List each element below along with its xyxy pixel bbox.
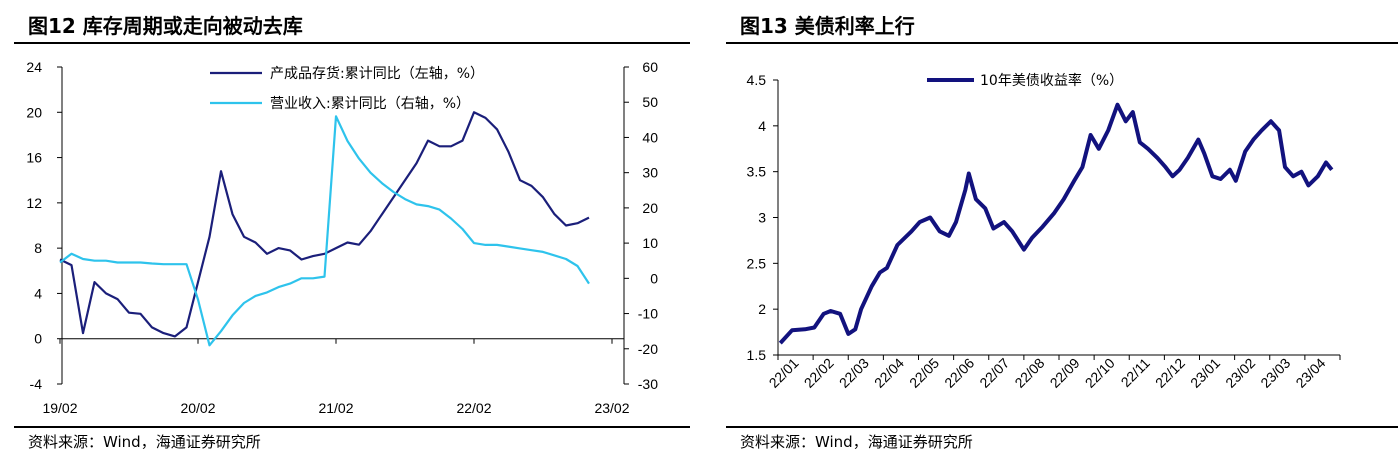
- right-y-tick-label: -20: [638, 341, 658, 357]
- y-tick-label: 4.5: [747, 72, 767, 88]
- x-tick-label: 22/02: [456, 400, 491, 416]
- right-chart-panel: 图13 美债利率上行 1.5 2 2.5 3 3.5 4 4.5 22/01 22/02 22/0…: [712, 0, 1398, 460]
- x-tick-label: 23/02: [1222, 355, 1258, 391]
- left-chart-panel: 图12 库存周期或走向被动去库 -4 0 4 8 12 16 20 24 -30 -20 -10 0 1…: [0, 0, 690, 460]
- left-title-rule: [14, 42, 690, 44]
- right-source-note: 资料来源：Wind，海通证券研究所: [740, 433, 973, 451]
- left-bottom-rule: [14, 426, 690, 428]
- x-tick-label: 22/07: [976, 355, 1012, 391]
- x-tick-label: 22/01: [766, 355, 802, 391]
- x-tick-label: 22/11: [1118, 355, 1154, 391]
- series-line-inventory: [59, 111, 590, 338]
- right-bottom-rule: [726, 426, 1398, 428]
- legend-label-inventory: 产成品存货:累计同比（左轴，%）: [270, 65, 484, 82]
- x-tick-label: 22/04: [871, 355, 907, 391]
- series-line-revenue: [59, 115, 590, 347]
- x-tick-label: 23/01: [1187, 355, 1223, 391]
- left-y-tick-label: 20: [26, 104, 42, 120]
- left-y-tick-label: 12: [26, 195, 42, 211]
- y-tick-label: 3: [758, 210, 766, 226]
- y-tick-label: 3.5: [747, 164, 767, 180]
- left-source-note: 资料来源：Wind，海通证券研究所: [28, 433, 261, 451]
- right-y-tick-label: 40: [642, 129, 658, 145]
- right-y-tick-label: -10: [638, 306, 658, 322]
- right-title-rule: [726, 42, 1398, 44]
- right-y-tick-label: 30: [642, 165, 658, 181]
- x-tick-label: 19/02: [42, 400, 77, 416]
- y-tick-label: 1.5: [747, 347, 767, 363]
- series-line-yield: [778, 102, 1334, 345]
- y-tick-label: 2: [758, 301, 766, 317]
- left-y-tick-label: -4: [30, 376, 43, 392]
- x-tick-label: 22/02: [801, 355, 837, 391]
- x-tick-label: 22/10: [1082, 355, 1118, 391]
- right-y-tick-label: 50: [642, 94, 658, 110]
- right-y-tick-label: 10: [642, 235, 658, 251]
- left-chart-title: 图12 库存周期或走向被动去库: [28, 14, 303, 38]
- x-tick-label: 22/09: [1047, 355, 1083, 391]
- right-y-tick-label: -30: [638, 376, 658, 392]
- right-y-tick-label: 20: [642, 200, 658, 216]
- right-chart-title: 图13 美债利率上行: [740, 14, 915, 38]
- x-tick-label: 21/02: [318, 400, 353, 416]
- x-tick-label: 22/12: [1152, 355, 1188, 391]
- right-y-tick-label: 60: [642, 59, 658, 75]
- y-tick-label: 2.5: [747, 255, 767, 271]
- left-y-tick-label: 4: [34, 285, 42, 301]
- x-tick-label: 22/03: [836, 355, 872, 391]
- left-y-tick-label: 16: [26, 150, 42, 166]
- legend-label-revenue: 营业收入:累计同比（右轴，%）: [270, 96, 470, 112]
- right-y-tick-label: 0: [650, 270, 658, 286]
- x-tick-label: 22/06: [941, 355, 977, 391]
- left-chart: -4 0 4 8 12 16 20 24 -30 -20 -10 0 10 20 30 40 50 60 19/02…: [26, 59, 658, 416]
- x-tick-label: 23/02: [594, 400, 629, 416]
- x-tick-label: 22/05: [906, 355, 942, 391]
- right-chart: 1.5 2 2.5 3 3.5 4 4.5 22/01 22/02 22/03 22/04 22/05…: [747, 72, 1341, 391]
- legend-label-yield: 10年美债收益率（%）: [980, 72, 1123, 89]
- left-y-tick-label: 0: [34, 331, 42, 347]
- x-tick-label: 22/08: [1011, 355, 1047, 391]
- left-y-tick-label: 8: [34, 240, 42, 256]
- x-tick-label: 23/04: [1292, 355, 1328, 391]
- x-tick-label: 23/03: [1257, 355, 1293, 391]
- y-tick-label: 4: [758, 118, 766, 134]
- left-y-tick-label: 24: [26, 59, 42, 75]
- x-tick-label: 20/02: [180, 400, 215, 416]
